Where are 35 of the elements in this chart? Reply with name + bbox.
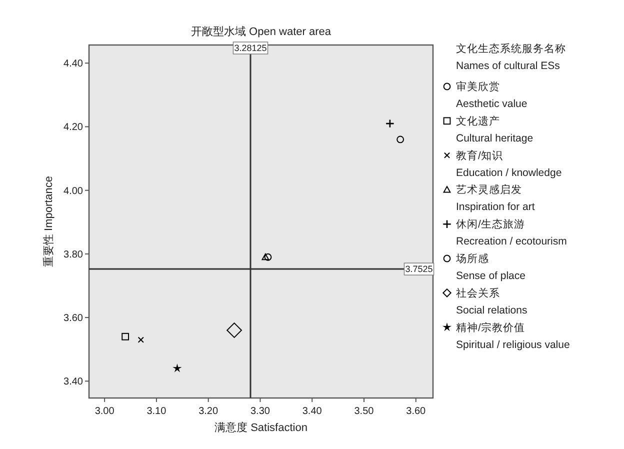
y-tick-label: 4.00: [64, 186, 84, 197]
legend-title: 文化生态系统服务名称 Names of cultural ESs: [456, 42, 566, 72]
legend-label: 审美欣赏 Aesthetic value: [456, 80, 528, 110]
ref-line-label: 3.7525: [405, 264, 433, 274]
x-tick-label: 3.50: [354, 406, 374, 417]
point: [264, 253, 272, 261]
y-tick-label: 4.40: [64, 58, 84, 70]
legend-label: 文化遗产 Cultural heritage: [456, 114, 534, 144]
chart-title: 开敞型水域 Open water area: [191, 25, 332, 38]
legend-label: 教育/知识 Education / knowledge: [456, 148, 562, 179]
y-axis-title: 重要性 Importance: [42, 176, 55, 268]
x-axis-title: 满意度 Satisfaction: [214, 421, 308, 434]
x-tick-label: 3.20: [198, 406, 219, 417]
x-tick-label: 3.40: [302, 406, 322, 417]
legend-label: 社会关系 Social relations: [456, 286, 528, 316]
y-tick-label: 3.60: [64, 313, 84, 324]
point: [262, 253, 270, 260]
y-tick-label: 4.20: [64, 122, 84, 134]
legend-label: 休闲/生态旅游 Recreation / ecotourism: [456, 218, 568, 248]
legend-label: 精神/宗教价值 Spiritual / religious value: [456, 320, 570, 351]
legend-label: 场所感 Sense of place: [455, 252, 526, 282]
y-tick-label: 3.80: [64, 249, 84, 260]
point: [172, 364, 182, 372]
point: [122, 332, 130, 340]
legend-label: 艺术灵感启发 Inspiration for art: [456, 183, 535, 214]
y-tick-label: 3.40: [64, 376, 84, 388]
point: [396, 136, 404, 144]
ref-line-label: 3.28125: [234, 43, 267, 53]
point: [385, 119, 394, 128]
point: [138, 336, 144, 343]
x-tick-label: 3.60: [406, 406, 426, 417]
x-tick-label: 3.30: [250, 406, 270, 417]
x-tick-label: 3.10: [146, 406, 167, 417]
x-tick-label: 3.00: [94, 406, 115, 417]
point: [226, 322, 242, 338]
